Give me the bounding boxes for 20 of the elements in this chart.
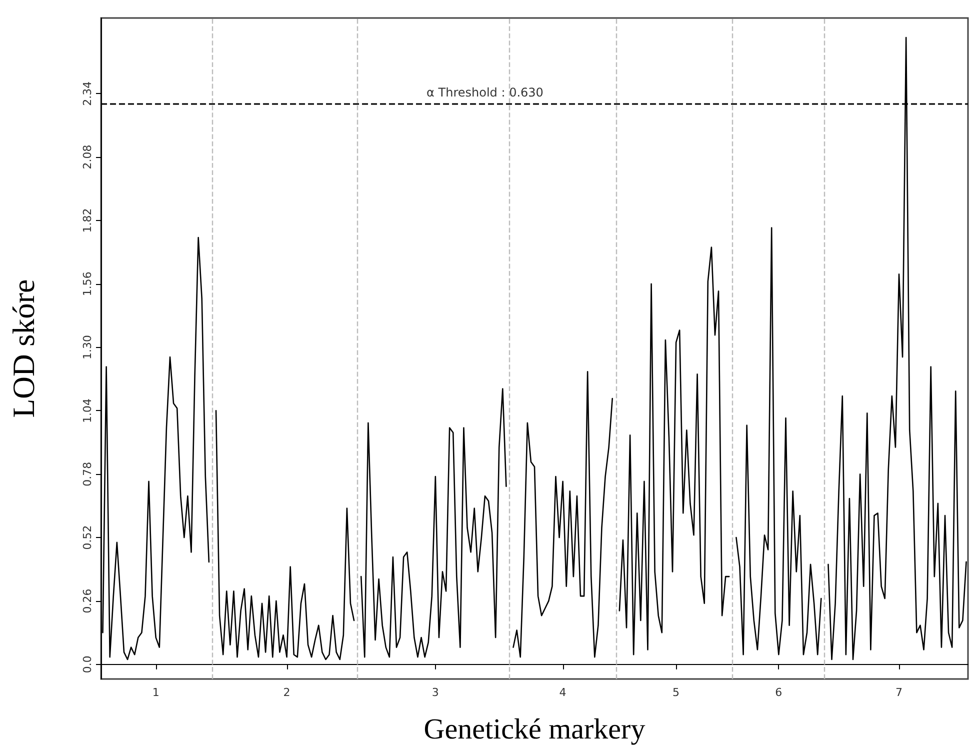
y-tick-label: 2.08 xyxy=(81,144,94,170)
y-tick-label: 1.82 xyxy=(81,208,94,233)
x-tick-label: 3 xyxy=(432,686,439,699)
y-tick-label: 0.52 xyxy=(81,525,94,550)
x-tick-label: 7 xyxy=(895,686,902,699)
y-tick-label: 0.26 xyxy=(81,588,94,614)
y-tick-label: 1.30 xyxy=(81,335,94,360)
y-axis-title: LOD skóre xyxy=(6,279,41,418)
x-axis-title: Genetické markery xyxy=(424,714,646,746)
y-tick-label: 0.78 xyxy=(81,462,94,486)
y-tick-label: 0.0 xyxy=(81,656,94,674)
x-tick-label: 6 xyxy=(775,686,782,699)
x-tick-label: 4 xyxy=(559,686,566,699)
y-tick-label: 2.34 xyxy=(81,81,94,106)
y-tick-label: 1.04 xyxy=(81,398,94,423)
annotation: α Threshold : 0.630 xyxy=(426,85,544,100)
x-tick-label: 2 xyxy=(283,686,290,699)
x-tick-label: 5 xyxy=(672,686,680,699)
x-tick-label: 1 xyxy=(152,686,160,699)
y-tick-label: 1.56 xyxy=(81,272,94,296)
